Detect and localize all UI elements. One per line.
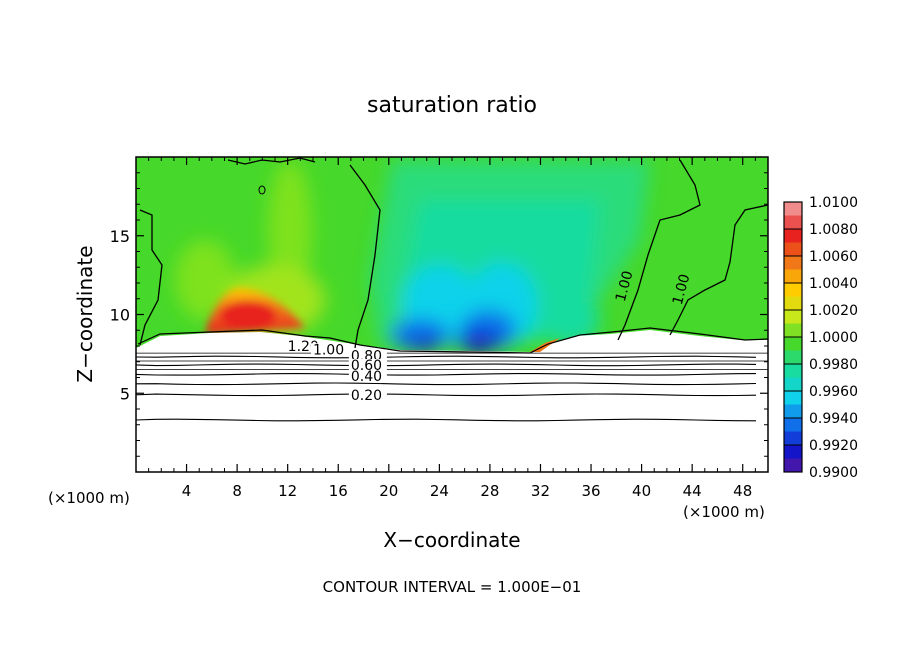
colorbar-label: 0.9980 (809, 357, 858, 373)
x-tick-label: 24 (430, 482, 449, 500)
contour-label: 1.00 (313, 342, 344, 358)
contour-line-1.2 (136, 355, 757, 359)
colorbar-segment-blend (784, 377, 802, 391)
low-saturation-region (370, 160, 650, 352)
x-axis-ticks: 4 8 12 16 20 24 28 32 36 40 44 48 (148, 157, 756, 500)
colorbar-segment-blend (784, 215, 802, 229)
colorbar-label: 1.0080 (809, 222, 858, 238)
high-saturation-region (175, 160, 325, 335)
contour-lines (136, 352, 768, 422)
contour-label: 0.20 (351, 388, 382, 404)
contour-cloud-edge (137, 327, 768, 354)
contour-line-0.4 (136, 393, 757, 397)
x-tick-label: 36 (581, 482, 600, 500)
colorbar-segment-blend (784, 350, 802, 364)
colorbar: 1.0100 1.0080 1.0060 1.0040 1.0020 1.0000 0.99… (783, 195, 858, 481)
y-axis-label: Z−coordinate (73, 245, 97, 382)
colorbar-segment-blend (784, 269, 802, 283)
x-unit-right: (×1000 m) (683, 503, 765, 521)
contour-line-0.8 (136, 373, 757, 376)
colorbar-label: 0.9960 (809, 384, 858, 400)
x-tick-label: 28 (480, 482, 499, 500)
colorbar-label: 1.0100 (809, 195, 858, 211)
colorbar-label: 1.0020 (809, 303, 858, 319)
contour-1.00-right2 (669, 204, 768, 336)
colorbar-segment-blend (784, 458, 802, 472)
x-tick-label: 4 (182, 482, 192, 500)
x-unit-left: (×1000 m) (48, 489, 130, 507)
contour-line-0.2 (136, 418, 757, 422)
colorbar-segment-blend (784, 404, 802, 418)
x-tick-label: 8 (232, 482, 242, 500)
chart-title: saturation ratio (367, 93, 537, 118)
contour-1.00-left (139, 209, 163, 346)
colorbar-label: 1.0040 (809, 276, 858, 292)
x-tick-label: 12 (278, 482, 297, 500)
contour-label: 0.40 (351, 369, 382, 385)
contour-label-bg (348, 388, 387, 401)
x-tick-label: 16 (329, 482, 348, 500)
colorbar-segment-blend (784, 296, 802, 310)
contour-label-bg (310, 343, 349, 356)
contour-labels: 1.201.00 0.800.600.400.201.00 1.00 (285, 269, 694, 404)
y-tick-label: 10 (110, 306, 130, 325)
contour-line-0.6 (136, 382, 757, 386)
colorbar-label: 0.9920 (809, 438, 858, 454)
x-tick-label: 32 (531, 482, 550, 500)
contour-1.00-right (617, 159, 701, 341)
colorbar-label: 0.9900 (809, 465, 858, 481)
contour-label: 1.00 (670, 272, 694, 306)
contour-label: 0.60 (351, 358, 382, 374)
contour-label-bg (348, 359, 387, 372)
contour-label-bg (348, 370, 387, 383)
heatmap-field: 1.201.00 0.800.600.400.201.00 1.00 (136, 157, 768, 472)
y-tick-label: 15 (110, 227, 130, 246)
y-axis-ticks: 5 10 15 (110, 172, 768, 457)
x-axis-label: X−coordinate (383, 528, 520, 552)
colorbar-label: 1.0060 (809, 249, 858, 265)
contour-line-1 (136, 363, 757, 367)
contour-1.00-top (227, 157, 316, 165)
x-tick-label: 40 (632, 482, 651, 500)
x-tick-label: 20 (379, 482, 398, 500)
contour-label: 1.00 (613, 269, 637, 303)
x-tick-label: 44 (683, 482, 702, 500)
colorbar-label: 1.0000 (809, 330, 858, 346)
contour-1.00-mid (349, 164, 381, 349)
contour-interval-note: CONTOUR INTERVAL = 1.000E−01 (323, 578, 582, 596)
colorbar-segment-blend (784, 242, 802, 256)
x-tick-label: 48 (733, 482, 752, 500)
contour-label-bg (348, 349, 387, 362)
y-tick-label: 5 (120, 384, 130, 403)
colorbar-label: 0.9940 (809, 411, 858, 427)
colorbar-segment-blend (784, 431, 802, 445)
colorbar-segment-blend (784, 323, 802, 337)
